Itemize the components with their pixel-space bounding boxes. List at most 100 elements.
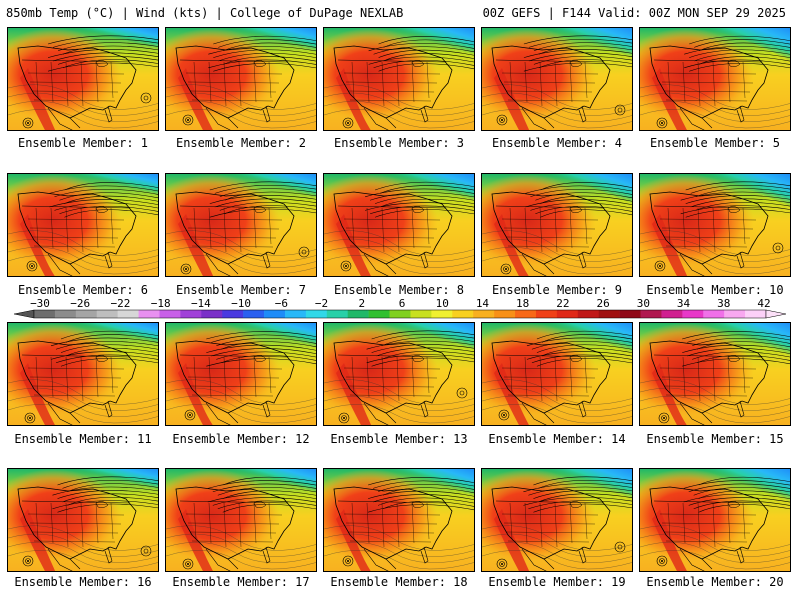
colorbar-tick-label: −18 — [150, 297, 171, 310]
ensemble-member-label: Ensemble Member: 3 — [333, 136, 465, 150]
ensemble-map-13 — [323, 322, 475, 426]
colorbar-tick-label: 22 — [556, 297, 570, 310]
colorbar-svg — [13, 309, 787, 319]
colorbar-tick-label: 2 — [358, 297, 366, 310]
ensemble-map-10 — [639, 173, 791, 277]
colorbar-swatch — [117, 310, 139, 318]
ensemble-member-label: Ensemble Member: 16 — [14, 575, 152, 589]
colorbar-swatch — [473, 310, 495, 318]
colorbar-swatch — [96, 310, 118, 318]
ensemble-map-1 — [7, 27, 159, 131]
ensemble-member-label: Ensemble Member: 19 — [488, 575, 626, 589]
colorbar-tick-label: 30 — [636, 297, 650, 310]
colorbar-swatch — [640, 310, 662, 318]
colorbar-swatch — [494, 310, 516, 318]
ensemble-map-6 — [7, 173, 159, 277]
colorbar-swatch — [34, 310, 56, 318]
ensemble-member-label: Ensemble Member: 20 — [646, 575, 784, 589]
colorbar-tick-label: 26 — [596, 297, 610, 310]
colorbar-tick-label: −14 — [190, 297, 211, 310]
ensemble-member-label: Ensemble Member: 8 — [333, 283, 465, 297]
ensemble-member-label: Ensemble Member: 11 — [14, 432, 152, 446]
ensemble-map-8 — [323, 173, 475, 277]
colorbar — [0, 303, 800, 325]
colorbar-tick-label: 18 — [516, 297, 530, 310]
ensemble-member-label: Ensemble Member: 10 — [646, 283, 784, 297]
colorbar-swatch — [619, 310, 641, 318]
colorbar-swatch — [703, 310, 725, 318]
ensemble-map-11 — [7, 322, 159, 426]
colorbar-swatch — [305, 310, 328, 318]
ensemble-map-9 — [481, 173, 633, 277]
colorbar-swatch — [326, 310, 349, 318]
colorbar-swatch — [598, 310, 620, 318]
ensemble-member-label: Ensemble Member: 5 — [649, 136, 781, 150]
colorbar-tick-label: 6 — [398, 297, 406, 310]
colorbar-tick-label: −2 — [314, 297, 329, 310]
colorbar-swatch — [201, 310, 223, 318]
ensemble-member-label: Ensemble Member: 9 — [491, 283, 623, 297]
ensemble-map-4 — [481, 27, 633, 131]
colorbar-swatch — [138, 310, 160, 318]
ensemble-member-label: Ensemble Member: 17 — [172, 575, 310, 589]
colorbar-right-arrow — [765, 309, 787, 319]
colorbar-tick-label: 38 — [717, 297, 731, 310]
colorbar-swatch — [389, 310, 411, 318]
colorbar-swatch — [243, 310, 265, 318]
colorbar-swatch — [724, 310, 746, 318]
ensemble-map-15 — [639, 322, 791, 426]
colorbar-swatch — [452, 310, 474, 318]
colorbar-tick-label: 14 — [475, 297, 490, 310]
colorbar-swatch — [556, 310, 579, 318]
colorbar-swatch — [682, 310, 704, 318]
colorbar-tick-label: 10 — [435, 297, 449, 310]
colorbar-tick-label: 42 — [757, 297, 771, 310]
colorbar-swatch — [535, 310, 558, 318]
ensemble-member-label: Ensemble Member: 14 — [488, 432, 626, 446]
ensemble-member-label: Ensemble Member: 12 — [172, 432, 310, 446]
ensemble-map-7 — [165, 173, 317, 277]
colorbar-swatch — [431, 310, 453, 318]
colorbar-swatch — [410, 310, 432, 318]
ensemble-map-2 — [165, 27, 317, 131]
colorbar-swatch — [515, 310, 537, 318]
colorbar-swatch — [264, 310, 286, 318]
colorbar-tick-label: −6 — [274, 297, 288, 310]
colorbar-swatch — [745, 310, 767, 318]
colorbar-left-arrow — [13, 309, 35, 319]
colorbar-tick-label: −22 — [110, 297, 131, 310]
colorbar-swatch — [284, 310, 307, 318]
header: 850mb Temp (°C) | Wind (kts) | College o… — [0, 0, 800, 24]
colorbar-swatch — [75, 310, 98, 318]
ensemble-map-20 — [639, 468, 791, 572]
ensemble-map-16 — [7, 468, 159, 572]
ensemble-member-label: Ensemble Member: 6 — [17, 283, 149, 297]
ensemble-map-3 — [323, 27, 475, 131]
colorbar-swatch — [368, 310, 390, 318]
ensemble-member-label: Ensemble Member: 18 — [330, 575, 468, 589]
colorbar-swatch — [577, 310, 599, 318]
colorbar-swatch — [347, 310, 369, 318]
ensemble-member-label: Ensemble Member: 15 — [646, 432, 784, 446]
colorbar-swatch — [661, 310, 683, 318]
ensemble-member-label: Ensemble Member: 1 — [17, 136, 149, 150]
colorbar-swatch — [54, 310, 77, 318]
ensemble-member-label: Ensemble Member: 2 — [175, 136, 307, 150]
colorbar-tick-label: −30 — [30, 297, 50, 310]
ensemble-member-label: Ensemble Member: 13 — [330, 432, 468, 446]
header-title-left: 850mb Temp (°C) | Wind (kts) | College o… — [6, 6, 404, 20]
ensemble-map-19 — [481, 468, 633, 572]
ensemble-member-label: Ensemble Member: 4 — [491, 136, 623, 150]
colorbar-swatch — [222, 310, 244, 318]
ensemble-map-18 — [323, 468, 475, 572]
header-title-right: 00Z GEFS | F144 Valid: 00Z MON SEP 29 20… — [482, 6, 786, 20]
colorbar-swatch — [180, 310, 202, 318]
colorbar-tick-label: −26 — [70, 297, 91, 310]
ensemble-map-14 — [481, 322, 633, 426]
colorbar-tick-label: 34 — [676, 297, 691, 310]
ensemble-map-17 — [165, 468, 317, 572]
ensemble-map-5 — [639, 27, 791, 131]
colorbar-swatch — [159, 310, 181, 318]
ensemble-map-12 — [165, 322, 317, 426]
colorbar-tick-label: −10 — [231, 297, 252, 310]
